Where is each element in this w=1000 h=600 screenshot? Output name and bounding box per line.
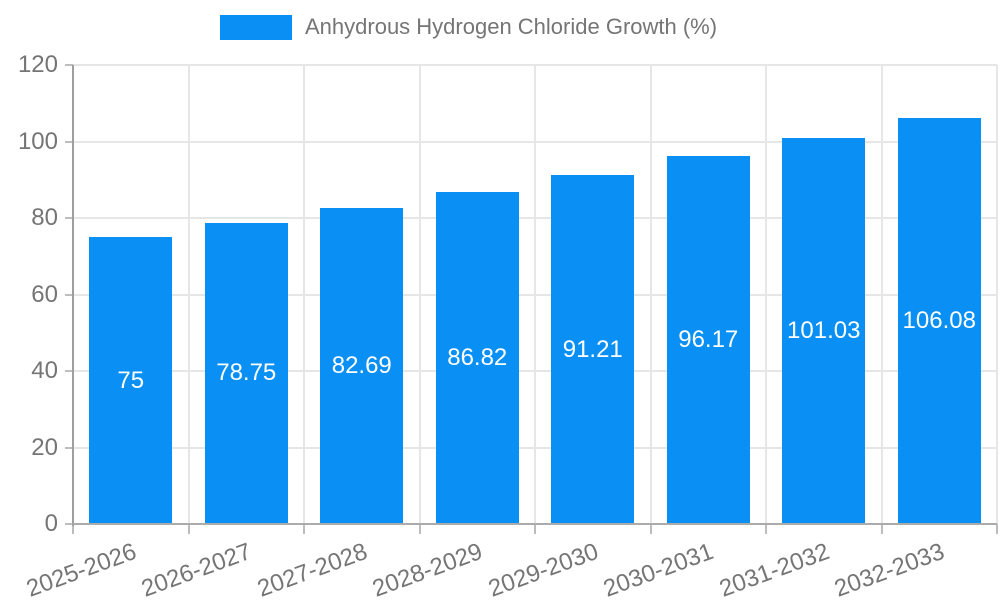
x-axis-tick-label: 2028-2029	[369, 538, 487, 600]
x-axis-tick-label: 2029-2030	[484, 538, 602, 600]
y-axis-tick-label: 80	[31, 204, 58, 231]
bar-value-label: 101.03	[787, 316, 861, 344]
legend: Anhydrous Hydrogen Chloride Growth (%)	[220, 14, 717, 40]
bar	[204, 222, 288, 524]
x-gridline	[534, 65, 536, 524]
x-axis-tick-label: 2030-2031	[600, 538, 718, 600]
x-gridline	[765, 65, 767, 524]
x-gridline	[187, 65, 190, 524]
bar-value-label: 91.21	[562, 335, 623, 363]
x-tick-mark	[649, 524, 652, 534]
y-tick-mark	[65, 64, 73, 66]
x-tick-mark	[72, 524, 74, 534]
bar	[782, 137, 866, 524]
y-tick-mark	[65, 523, 73, 525]
x-gridline	[418, 65, 421, 524]
y-axis-tick-label: 100	[17, 127, 58, 155]
x-gridline	[303, 65, 305, 524]
y-axis-tick-label: 0	[44, 510, 58, 537]
y-axis-tick-label: 60	[31, 280, 58, 308]
legend-swatch	[220, 14, 292, 40]
y-tick-mark	[65, 370, 73, 372]
x-axis-line	[73, 523, 997, 525]
x-gridline	[996, 65, 998, 524]
bar	[551, 175, 635, 524]
bar	[666, 156, 750, 524]
x-gridline	[649, 65, 652, 524]
x-tick-mark	[187, 524, 190, 534]
x-tick-mark	[303, 524, 305, 534]
x-tick-mark	[996, 524, 998, 534]
y-axis-tick-label: 120	[17, 51, 58, 78]
y-axis-tick-label: 20	[31, 433, 58, 461]
y-axis-tick-label: 40	[31, 357, 58, 384]
legend-label: Anhydrous Hydrogen Chloride Growth (%)	[305, 14, 718, 39]
bar	[435, 191, 519, 524]
bar-value-label: 86.82	[447, 343, 508, 371]
bar-value-label: 106.08	[902, 307, 976, 335]
y-axis-line	[72, 65, 74, 526]
y-tick-mark	[65, 217, 73, 219]
bar-value-label: 82.69	[331, 351, 392, 379]
x-axis-tick-label: 2027-2028	[253, 538, 371, 600]
bar-value-label: 75	[117, 366, 145, 394]
x-tick-mark	[418, 524, 421, 534]
x-axis-tick-label: 2026-2027	[138, 538, 256, 600]
x-axis-tick-label: 2025-2026	[22, 538, 140, 600]
x-tick-mark	[534, 524, 536, 534]
x-tick-mark	[880, 524, 883, 534]
bar	[89, 237, 173, 524]
bar	[320, 207, 404, 524]
x-tick-mark	[765, 524, 767, 534]
y-tick-mark	[65, 140, 73, 143]
x-axis-tick-label: 2031-2032	[715, 538, 833, 600]
y-tick-mark	[65, 446, 73, 449]
bar-value-label: 78.75	[216, 359, 277, 387]
bar	[897, 118, 981, 524]
x-gridline	[880, 65, 883, 524]
bar-value-label: 96.17	[678, 326, 739, 354]
x-axis-tick-label: 2032-2033	[831, 538, 949, 600]
y-tick-mark	[65, 293, 73, 296]
